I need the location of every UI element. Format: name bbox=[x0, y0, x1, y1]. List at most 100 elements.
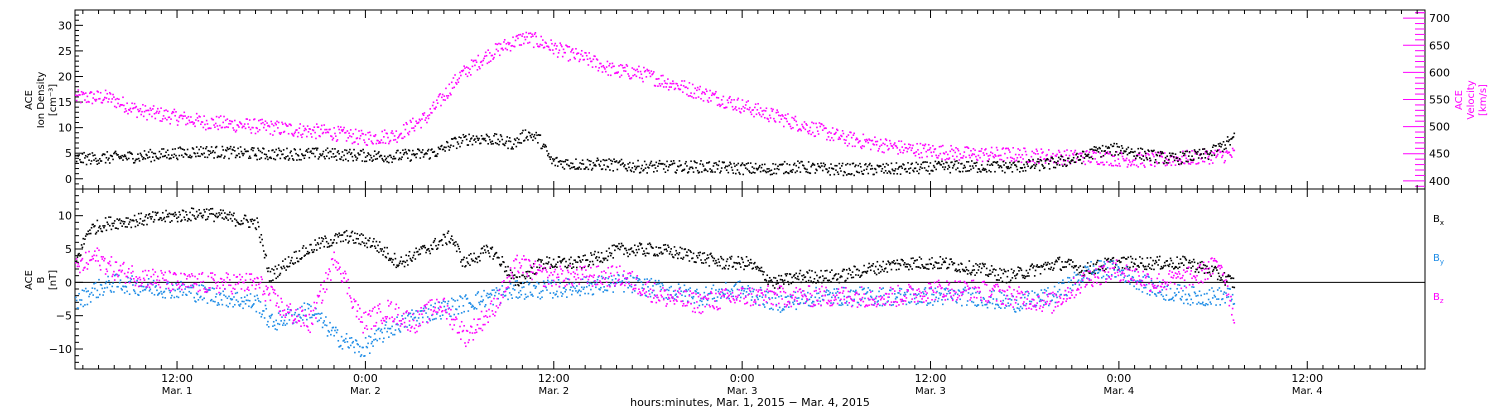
bx-point bbox=[131, 219, 133, 222]
velocity-point bbox=[561, 45, 563, 48]
density-point bbox=[762, 170, 764, 172]
bx-point bbox=[1053, 263, 1056, 266]
bx-point bbox=[244, 214, 247, 217]
by-point bbox=[180, 280, 182, 283]
bx-point bbox=[1028, 268, 1031, 271]
density-point bbox=[980, 171, 982, 173]
density-point bbox=[92, 154, 94, 157]
by-point bbox=[240, 297, 243, 299]
bx-point bbox=[855, 268, 858, 271]
bx-point bbox=[415, 247, 417, 250]
bx-point bbox=[1033, 275, 1036, 277]
bx-point bbox=[608, 247, 610, 250]
density-point bbox=[1173, 156, 1175, 158]
by-point bbox=[281, 316, 283, 318]
velocity-point bbox=[554, 42, 557, 45]
bx-point bbox=[99, 225, 101, 227]
bx-point bbox=[84, 235, 87, 237]
density-point bbox=[506, 136, 509, 138]
density-point bbox=[111, 155, 114, 158]
density-point bbox=[917, 172, 920, 175]
velocity-point bbox=[517, 37, 519, 40]
density-point bbox=[89, 162, 92, 165]
bx-point bbox=[393, 252, 396, 255]
bx-point bbox=[999, 267, 1001, 270]
density-point bbox=[1159, 150, 1162, 153]
velocity-point bbox=[358, 130, 360, 132]
velocity-point bbox=[1038, 162, 1040, 165]
bx-point bbox=[180, 220, 182, 223]
bx-point bbox=[501, 256, 504, 258]
bx-point bbox=[423, 244, 426, 247]
bx-point bbox=[715, 259, 717, 262]
bx-point bbox=[1022, 276, 1024, 279]
bx-point bbox=[185, 213, 188, 216]
bx-point bbox=[474, 257, 477, 259]
velocity-point bbox=[173, 108, 176, 111]
bx-point bbox=[421, 245, 424, 247]
by-point bbox=[248, 305, 250, 308]
density-point bbox=[378, 151, 380, 153]
bx-point bbox=[524, 277, 527, 280]
velocity-point bbox=[560, 44, 562, 46]
by-point bbox=[271, 313, 273, 316]
velocity-point bbox=[824, 127, 827, 129]
by-point bbox=[586, 280, 589, 283]
bx-point bbox=[297, 260, 300, 263]
bx-point bbox=[991, 271, 994, 273]
velocity-point bbox=[253, 118, 256, 120]
bx-point bbox=[1141, 257, 1144, 260]
velocity-point bbox=[470, 59, 473, 61]
velocity-point bbox=[960, 157, 962, 159]
bottom-left-tick-label: 0 bbox=[65, 276, 72, 289]
bx-point bbox=[166, 216, 168, 218]
velocity-point bbox=[121, 104, 123, 106]
density-point bbox=[1034, 165, 1037, 167]
velocity-point bbox=[205, 128, 207, 131]
velocity-point bbox=[886, 145, 889, 147]
density-point bbox=[1152, 150, 1154, 152]
density-point bbox=[258, 158, 261, 160]
bx-point bbox=[76, 256, 79, 258]
density-point bbox=[260, 157, 263, 159]
bx-point bbox=[260, 233, 263, 236]
bx-point bbox=[411, 260, 413, 262]
velocity-point bbox=[1118, 162, 1120, 165]
velocity-point bbox=[961, 157, 964, 159]
density-point bbox=[336, 151, 339, 154]
by-point bbox=[533, 284, 536, 287]
by-point bbox=[335, 326, 337, 329]
by-point bbox=[123, 285, 125, 288]
by-point bbox=[333, 334, 335, 337]
density-point bbox=[1028, 158, 1030, 161]
bx-point bbox=[351, 230, 354, 233]
bx-point bbox=[691, 257, 693, 260]
density-point bbox=[188, 156, 191, 159]
velocity-point bbox=[347, 137, 350, 139]
density-point bbox=[348, 151, 350, 153]
velocity-point bbox=[794, 115, 797, 118]
velocity-point bbox=[609, 74, 612, 77]
bx-point bbox=[299, 257, 302, 260]
density-point bbox=[916, 170, 918, 173]
density-point bbox=[274, 158, 277, 161]
velocity-point bbox=[710, 94, 713, 97]
by-point bbox=[113, 274, 116, 277]
bx-point bbox=[901, 258, 904, 261]
by-point bbox=[121, 289, 123, 291]
velocity-point bbox=[1206, 150, 1208, 152]
velocity-point bbox=[899, 151, 902, 154]
velocity-point bbox=[1067, 160, 1069, 162]
velocity-point bbox=[257, 130, 259, 133]
velocity-point bbox=[602, 64, 605, 67]
bx-point bbox=[1192, 258, 1195, 261]
density-point bbox=[313, 147, 316, 150]
velocity-point bbox=[854, 145, 856, 148]
velocity-point bbox=[779, 114, 782, 117]
by-point bbox=[383, 337, 385, 340]
density-point bbox=[417, 148, 420, 151]
velocity-point bbox=[684, 86, 687, 89]
velocity-point bbox=[839, 138, 841, 140]
density-point bbox=[445, 140, 448, 143]
velocity-point bbox=[555, 48, 557, 50]
